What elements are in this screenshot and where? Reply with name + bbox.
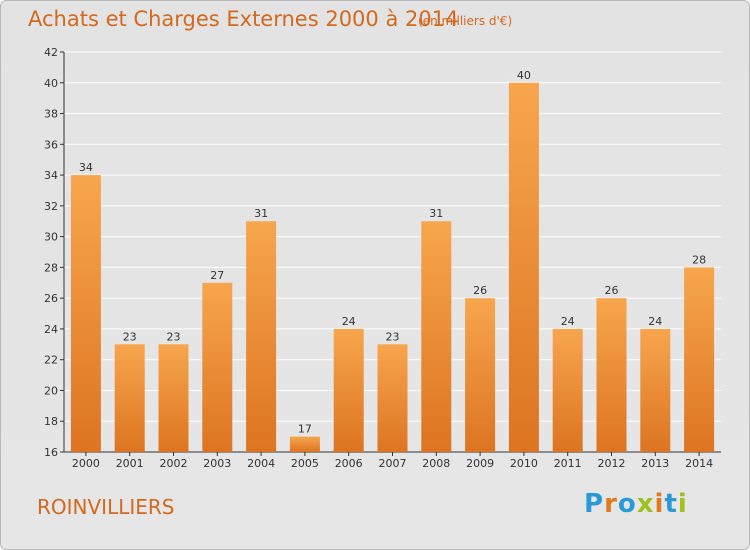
bar [640,328,671,452]
logo-letter: i [654,489,665,519]
logo-letter: t [664,489,678,519]
data-label: 27 [210,269,224,282]
bar [114,344,145,452]
proxiti-logo: Proxiti [584,489,688,519]
logo-letter: r [604,489,618,519]
data-label: 26 [605,284,619,297]
x-tick-label: 2005 [291,457,319,470]
data-label: 31 [429,207,443,220]
x-tick-label: 2000 [72,457,100,470]
bar [421,221,452,452]
bar [158,344,189,452]
y-tick-label: 30 [44,231,58,244]
bar [377,344,408,452]
x-tick-label: 2009 [466,457,494,470]
logo-letter: P [584,489,605,519]
bar [596,298,627,452]
x-tick-label: 2007 [379,457,407,470]
x-tick-label: 2002 [160,457,188,470]
y-tick-label: 28 [44,261,58,274]
data-label: 26 [473,284,487,297]
x-tick-label: 2011 [554,457,582,470]
chart-subtitle: (en milliers d'€) [418,14,513,28]
x-tick-label: 2008 [422,457,450,470]
data-label: 17 [298,423,312,436]
x-tick-label: 2006 [335,457,363,470]
bar [289,436,320,452]
data-label: 24 [561,315,575,328]
data-label: 23 [386,330,400,343]
x-tick-label: 2012 [598,457,626,470]
x-tick-label: 2004 [247,457,275,470]
x-tick-label: 2003 [203,457,231,470]
y-tick-label: 42 [44,46,58,59]
data-label: 23 [167,330,181,343]
commune-name: ROINVILLIERS [37,495,175,519]
data-label: 28 [692,253,706,266]
bar [552,328,583,452]
bar [684,267,715,452]
x-tick-label: 2014 [685,457,713,470]
bar [70,175,101,453]
logo-letter: x [636,489,655,519]
logo-letter: i [677,489,688,519]
y-tick-label: 40 [44,77,58,90]
y-tick-label: 38 [44,108,58,121]
data-label: 34 [79,161,93,174]
data-label: 31 [254,207,268,220]
y-tick-label: 18 [44,415,58,428]
x-tick-label: 2013 [641,457,669,470]
data-label: 23 [123,330,137,343]
y-tick-label: 36 [44,138,58,151]
y-tick-label: 34 [44,169,58,182]
data-label: 24 [342,315,356,328]
bar [202,282,233,452]
y-tick-label: 26 [44,292,58,305]
bar [465,298,496,452]
x-tick-label: 2010 [510,457,538,470]
bar [246,221,277,452]
data-label: 40 [517,69,531,82]
y-tick-label: 16 [44,446,58,459]
y-tick-label: 20 [44,384,58,397]
y-tick-label: 24 [44,323,58,336]
x-tick-label: 2001 [116,457,144,470]
bar [508,82,539,453]
y-tick-label: 22 [44,354,58,367]
logo-letter: o [617,489,637,519]
data-label: 24 [648,315,662,328]
bar [333,328,364,452]
chart-title: Achats et Charges Externes 2000 à 2014 [28,7,459,31]
y-tick-label: 32 [44,200,58,213]
